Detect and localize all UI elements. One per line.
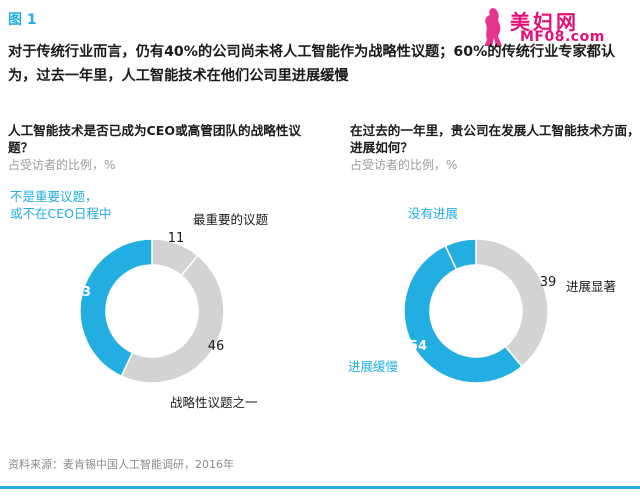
chart-1-category-label-0: 进展显著 (566, 279, 616, 294)
source-note: 资料来源：麦肯锡中国人工智能调研，2016年 (8, 458, 234, 471)
chart-0-value-label-1: 46 (208, 339, 225, 354)
watermark-logo: 美妇网 MF08.com (476, 4, 626, 48)
watermark-url: MF08.com (520, 29, 605, 45)
chart-1-category-label-2: 没有进展 (408, 206, 458, 221)
chart-0-category-label-0: 最重要的议题 (193, 212, 269, 227)
chart-1-category-label-1: 进展缓慢 (348, 359, 399, 374)
chart-1-slice-1 (403, 244, 523, 384)
chart-0-slice-2 (79, 238, 153, 378)
chart-1-value-label-2: 7 (458, 225, 467, 240)
chart-1-value-label-1: 54 (409, 339, 427, 354)
left-chart-title: 人工智能技术是否已成为CEO或高管团队的战略性议题？ (8, 123, 302, 155)
chart-0-value-label-0: 11 (168, 231, 185, 246)
bottom-rule (0, 486, 640, 489)
watermark-title: 美妇网 (510, 10, 579, 34)
right-chart-title: 在过去的一年里，贵公司在发展人工智能技术方面，进展如何？ (350, 123, 640, 155)
right-chart-subtitle: 占受访者的比例，% (350, 158, 458, 172)
chart-1-slice-0 (475, 238, 549, 368)
chart-0-slice-1 (120, 254, 225, 384)
chart-0-value-label-2: 43 (73, 285, 91, 300)
left-chart-subtitle: 占受访者的比例，% (8, 158, 116, 172)
chart-1-value-label-0: 39 (540, 275, 557, 290)
figure-label: 图 1 (8, 12, 37, 28)
chart-1-slice-2 (444, 238, 477, 271)
chart-0-category-label-1: 战略性议题之一 (170, 395, 258, 410)
chart-0-category-label-2: 不是重要议题，或不在CEO日程中 (10, 189, 111, 221)
headline: 对于传统行业而言，仍有40%的公司尚未将人工智能作为战略性议题；60%的传统行业… (8, 44, 616, 84)
lady-silhouette-icon (484, 8, 502, 46)
